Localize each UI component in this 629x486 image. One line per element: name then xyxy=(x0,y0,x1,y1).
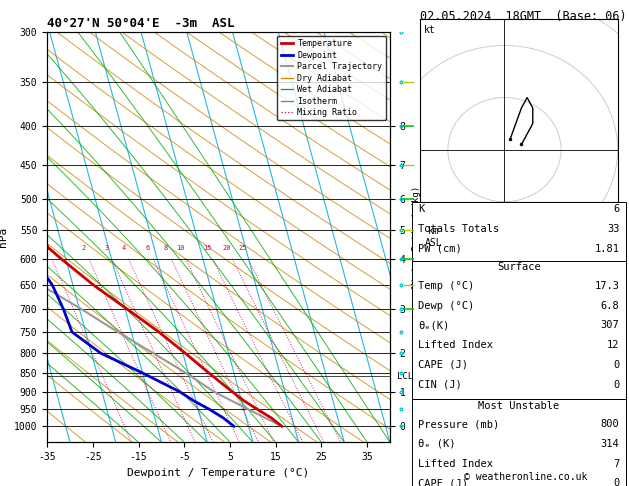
Text: CAPE (J): CAPE (J) xyxy=(418,479,469,486)
Text: 6: 6 xyxy=(613,205,620,214)
Text: Most Unstable: Most Unstable xyxy=(478,401,560,411)
Text: 17.3: 17.3 xyxy=(594,281,620,291)
Text: 3: 3 xyxy=(104,244,109,251)
Text: LCL: LCL xyxy=(397,372,413,381)
Text: K: K xyxy=(418,205,425,214)
Text: θₑ (K): θₑ (K) xyxy=(418,439,456,449)
Text: 6: 6 xyxy=(146,244,150,251)
Text: 314: 314 xyxy=(601,439,620,449)
Y-axis label: km
ASL: km ASL xyxy=(425,226,442,248)
Text: 40°27'N 50°04'E  -3m  ASL: 40°27'N 50°04'E -3m ASL xyxy=(47,17,235,30)
Text: 10: 10 xyxy=(176,244,184,251)
Text: 1.81: 1.81 xyxy=(594,244,620,254)
Text: © weatheronline.co.uk: © weatheronline.co.uk xyxy=(464,472,587,482)
Text: 307: 307 xyxy=(601,320,620,330)
Bar xyxy=(412,202,626,261)
Text: 2: 2 xyxy=(82,244,86,251)
Legend: Temperature, Dewpoint, Parcel Trajectory, Dry Adiabat, Wet Adiabat, Isotherm, Mi: Temperature, Dewpoint, Parcel Trajectory… xyxy=(277,36,386,121)
Text: Dewp (°C): Dewp (°C) xyxy=(418,300,475,311)
Bar xyxy=(412,399,626,486)
Text: 25: 25 xyxy=(238,244,247,251)
Y-axis label: hPa: hPa xyxy=(0,227,8,247)
Text: 33: 33 xyxy=(607,224,620,234)
Text: Temp (°C): Temp (°C) xyxy=(418,281,475,291)
Text: 7: 7 xyxy=(613,459,620,469)
Bar xyxy=(412,261,626,399)
Text: θₑ(K): θₑ(K) xyxy=(418,320,450,330)
X-axis label: Dewpoint / Temperature (°C): Dewpoint / Temperature (°C) xyxy=(128,468,309,478)
Text: 15: 15 xyxy=(203,244,211,251)
Text: 1: 1 xyxy=(45,244,49,251)
Text: 4: 4 xyxy=(121,244,126,251)
Text: PW (cm): PW (cm) xyxy=(418,244,462,254)
Text: 0: 0 xyxy=(613,380,620,390)
Text: Mixing Ratio (g/kg): Mixing Ratio (g/kg) xyxy=(412,186,421,288)
Text: kt: kt xyxy=(423,25,435,35)
Text: 0: 0 xyxy=(613,479,620,486)
Text: 0: 0 xyxy=(613,360,620,370)
Text: Pressure (mb): Pressure (mb) xyxy=(418,419,499,429)
Text: 12: 12 xyxy=(607,340,620,350)
Text: 800: 800 xyxy=(601,419,620,429)
Text: 8: 8 xyxy=(164,244,168,251)
Text: Totals Totals: Totals Totals xyxy=(418,224,499,234)
Text: Lifted Index: Lifted Index xyxy=(418,459,493,469)
Text: 20: 20 xyxy=(223,244,231,251)
Text: 6.8: 6.8 xyxy=(601,300,620,311)
Text: CAPE (J): CAPE (J) xyxy=(418,360,469,370)
Text: Lifted Index: Lifted Index xyxy=(418,340,493,350)
Text: Surface: Surface xyxy=(497,262,541,272)
Text: CIN (J): CIN (J) xyxy=(418,380,462,390)
Text: 02.05.2024  18GMT  (Base: 06): 02.05.2024 18GMT (Base: 06) xyxy=(420,10,626,23)
